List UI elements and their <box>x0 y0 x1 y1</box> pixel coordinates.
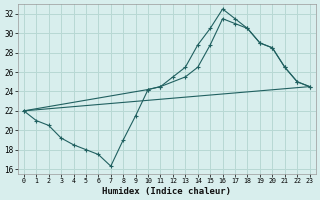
X-axis label: Humidex (Indice chaleur): Humidex (Indice chaleur) <box>102 187 231 196</box>
